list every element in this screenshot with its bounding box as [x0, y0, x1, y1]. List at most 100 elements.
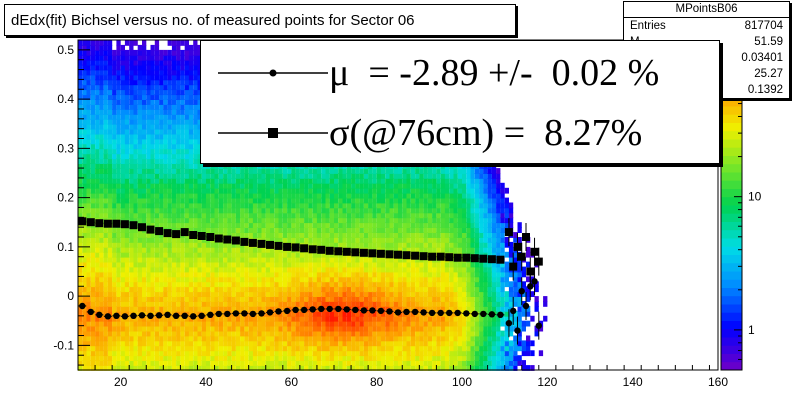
- mean-point: [232, 310, 240, 317]
- sigma-point: [103, 219, 112, 228]
- colorbar-band: [721, 345, 742, 354]
- mean-point: [488, 311, 496, 318]
- y-tick-label: 0.2: [57, 191, 74, 205]
- y-tick-label: 0.3: [57, 141, 74, 155]
- sigma-point: [189, 231, 198, 239]
- mean-point: [471, 310, 478, 318]
- sigma-point: [534, 257, 543, 266]
- mean-point: [531, 278, 538, 285]
- mean-point: [198, 312, 205, 319]
- mean-point: [121, 313, 129, 320]
- x-tick-label: 80: [370, 375, 384, 389]
- colorbar-band: [721, 106, 742, 115]
- x-tick-label: 20: [114, 375, 128, 389]
- mean-point: [518, 288, 525, 295]
- sigma-point: [509, 262, 518, 271]
- stats-value: 51.59: [754, 36, 783, 48]
- sigma-point: [95, 219, 104, 228]
- y-tick-label: 0.4: [57, 92, 74, 106]
- colorbar-band: [721, 205, 742, 214]
- sigma-point: [214, 234, 223, 243]
- mean-point: [258, 310, 265, 317]
- sigma-point: [120, 220, 129, 229]
- sigma-point: [317, 245, 326, 254]
- mean-point: [113, 312, 120, 319]
- colorbar-band: [721, 287, 742, 297]
- sigma-point: [496, 255, 505, 264]
- sigma-point: [376, 249, 385, 258]
- sigma-point: [436, 252, 445, 261]
- mean-point: [249, 310, 257, 318]
- colorbar-band: [721, 130, 742, 140]
- mean-point: [292, 306, 299, 314]
- mean-point: [318, 305, 325, 313]
- sigma-point: [112, 219, 121, 228]
- colorbar-band: [721, 304, 742, 313]
- colorbar-band: [721, 271, 742, 280]
- x-tick-label: 160: [708, 375, 728, 389]
- sigma-point: [445, 253, 454, 262]
- sigma-point: [402, 251, 411, 260]
- y-axis: -0.1 0 0.1 0.2 0.3 0.4 0.5: [53, 43, 90, 366]
- fit-legend-sigma-text: σ(@76cm) = 8.27%: [329, 112, 643, 154]
- colorbar-band: [721, 295, 742, 305]
- sigma-point: [462, 253, 471, 262]
- sigma-point: [368, 249, 377, 258]
- colorbar-tick-label: 1: [748, 323, 755, 337]
- mean-point: [428, 309, 436, 317]
- mean-point: [164, 311, 171, 318]
- sigma-point: [342, 247, 351, 256]
- sigma-point: [530, 247, 539, 256]
- sigma-point: [308, 245, 317, 254]
- mean-point: [403, 308, 410, 316]
- colorbar-band: [721, 180, 742, 189]
- stats-row: 0.1392: [624, 82, 789, 98]
- colorbar-band: [721, 279, 742, 288]
- mean-point: [360, 307, 368, 314]
- sigma-point: [197, 232, 206, 240]
- mean-point: [480, 310, 487, 318]
- colorbar-band: [721, 196, 742, 206]
- mean-point: [514, 327, 521, 334]
- colorbar-band: [721, 320, 742, 330]
- mean-point: [505, 320, 513, 327]
- fit-legend-sigma-row: σ(@76cm) = 8.27%: [201, 103, 719, 163]
- sigma-point: [359, 248, 368, 257]
- sigma-point: [86, 218, 95, 227]
- x-tick-label: 60: [285, 375, 299, 389]
- y-tick-label: -0.1: [53, 338, 74, 352]
- colorbar-band: [721, 213, 742, 222]
- mean-point: [130, 312, 137, 319]
- colorbar-band: [721, 114, 742, 123]
- mean-point: [181, 312, 188, 319]
- colorbar-band: [721, 238, 742, 247]
- mean-point: [138, 312, 146, 319]
- sigma-point: [300, 244, 309, 253]
- colorbar-band: [721, 353, 742, 363]
- mean-point: [394, 309, 402, 316]
- sigma-point: [257, 239, 266, 248]
- sigma-point: [428, 252, 437, 261]
- sigma-point: [138, 223, 146, 232]
- colorbar-band: [721, 337, 742, 346]
- mean-point: [352, 306, 359, 314]
- stats-label: Entries: [630, 20, 666, 32]
- stats-value: 0.1392: [747, 84, 783, 96]
- sigma-point: [274, 241, 283, 250]
- x-tick-label: 120: [537, 375, 557, 389]
- sigma-point: [513, 242, 522, 251]
- sigma-point: [394, 250, 402, 259]
- sigma-point: [180, 228, 189, 237]
- mean-point: [207, 311, 214, 318]
- mean-point: [463, 310, 470, 317]
- x-tick-label: 140: [623, 375, 643, 389]
- sigma-point: [283, 242, 292, 251]
- sigma-point: [240, 237, 249, 246]
- sigma-point: [517, 252, 526, 261]
- colorbar-band: [721, 147, 742, 156]
- colorbar-tick-label: 10: [748, 190, 762, 204]
- mean-point: [522, 302, 530, 310]
- sigma-point: [504, 228, 513, 237]
- mean-point: [172, 312, 180, 319]
- mean-point: [241, 310, 248, 317]
